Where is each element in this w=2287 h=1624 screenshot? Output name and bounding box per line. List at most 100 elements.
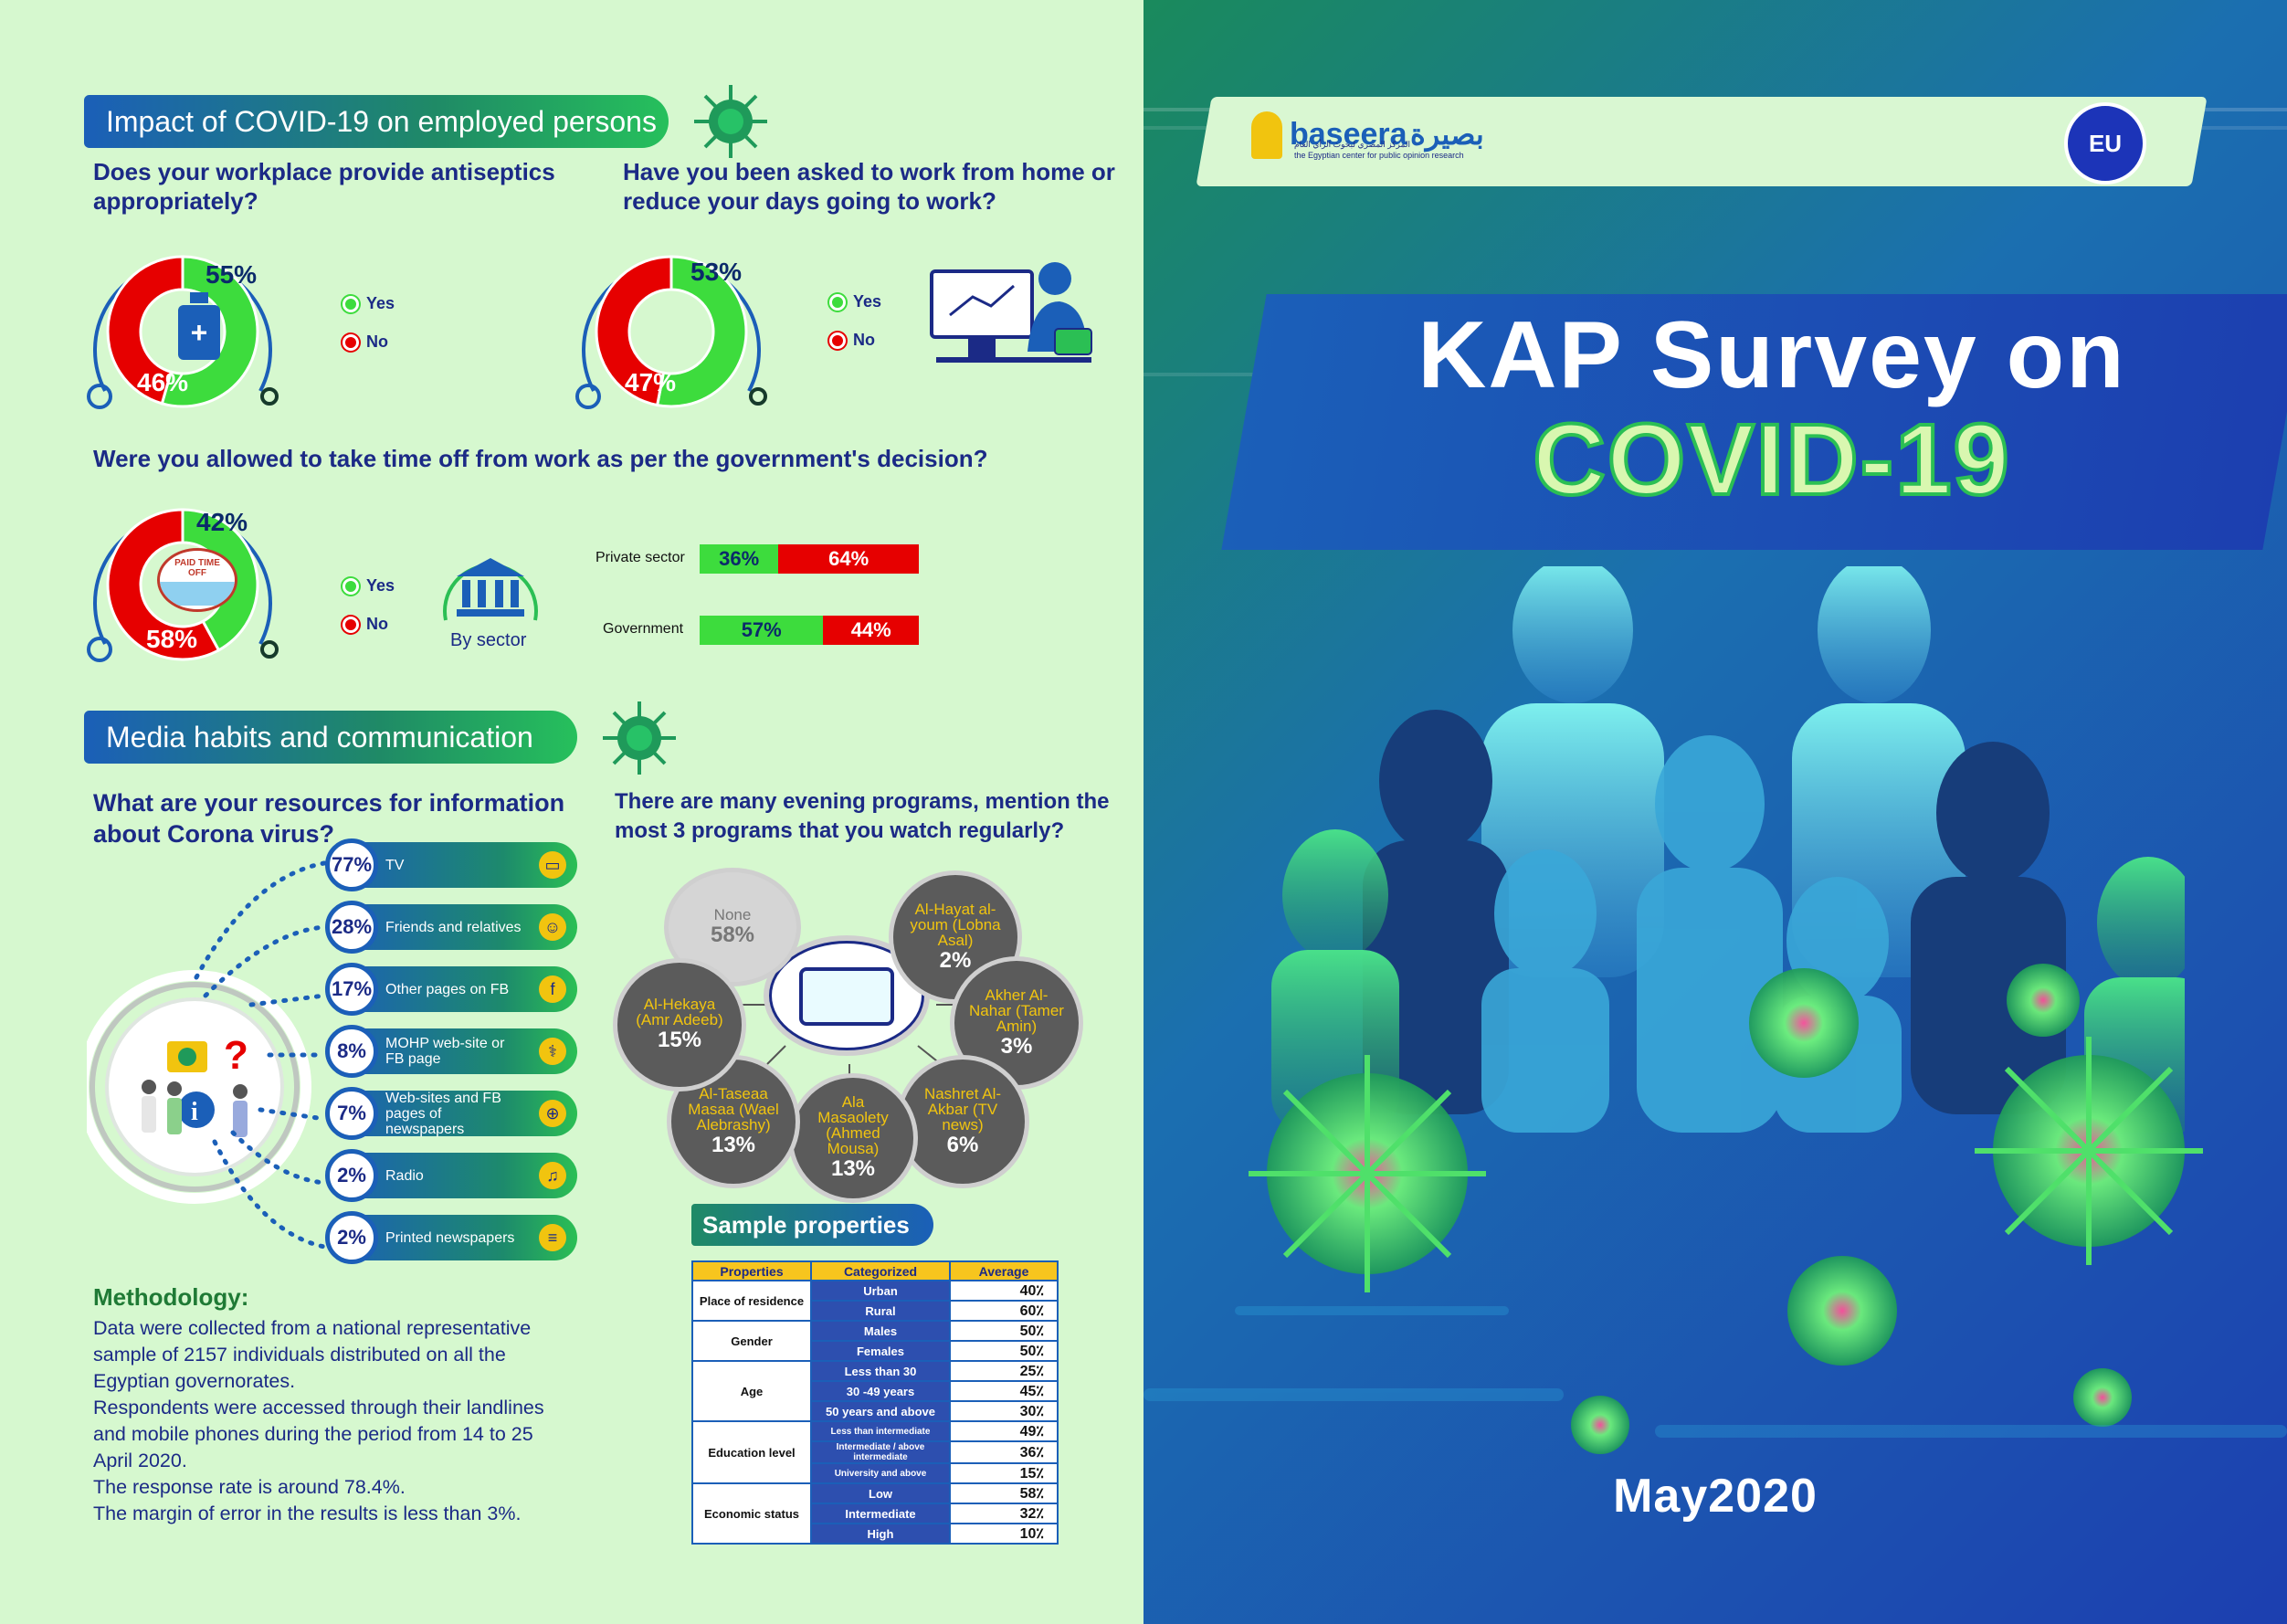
sanitizer-icon: + [178,292,220,362]
property-cell: Economic status [691,1482,812,1545]
legend-yes-label: Yes [853,292,882,311]
average-cell: 49٪ [949,1420,1059,1442]
svg-text:i: i [191,1098,198,1126]
q2-no-pct: 47% [625,368,677,396]
category-cell: Females [810,1340,951,1362]
resource-row: 7% Web-sites and FB pages of newspapers ⊕ [325,1087,577,1140]
government-building-icon [443,558,538,621]
tv-icon: ▭ [539,851,566,879]
by-sector-label: By sector [450,630,527,650]
resources-list: 77% TV ▭ 28% Friends and relatives ☺ 17% Other … [325,838,577,1277]
resource-percentage: 77% [325,838,378,891]
table-header: Properties [691,1260,812,1281]
average-cell: 58٪ [949,1482,1059,1504]
program-bubble: Akher Al-Nahar (Tamer Amin) 3% [954,961,1079,1085]
average-cell: 15٪ [949,1462,1059,1484]
donut-decor-ring [87,384,112,409]
average-cell: 36٪ [949,1440,1059,1464]
average-cell: 10٪ [949,1523,1059,1545]
methodology-line: and mobile phones during the period from… [93,1423,533,1445]
donut-decor-ring [87,637,112,662]
program-name: Al-Hekaya (Amr Adeeb) [636,996,723,1028]
legend-no-label: No [853,331,875,349]
category-cell: High [810,1523,951,1545]
program-percentage: 13% [830,1156,876,1181]
q2-legend-no: No [829,331,875,350]
donut-yes-slice [160,255,259,408]
q1-legend-no: No [343,332,388,352]
resource-percentage: 2% [325,1211,378,1264]
sector-bar: 57% 44% [700,616,919,645]
resource-label: MOHP web-site or FB page [385,1036,505,1067]
facebook-icon: f [539,975,566,1003]
table-row: Gender Males 50٪ [691,1320,1059,1362]
remote-worker-icon [930,262,1092,363]
table-header: Average [949,1260,1059,1281]
q3-legend-no: No [343,615,388,634]
lightbulb-logo-icon [1251,111,1282,159]
q1-legend-yes: Yes [343,294,395,313]
resource-percentage: 7% [325,1087,378,1140]
q2-legend-yes: Yes [829,292,881,311]
newspaper-icon: ≡ [539,1224,566,1251]
program-percentage: 13% [711,1132,756,1157]
media-banner: Media habits and communication [84,711,577,764]
resource-percentage: 8% [325,1025,378,1078]
resource-label: Radio [385,1167,424,1184]
q3-no-pct: 58% [146,625,198,653]
information-hub-illustration: ? i [87,970,311,1204]
people-icon: ☺ [539,913,566,941]
methodology-line: Respondents were accessed through their … [93,1397,544,1418]
program-percentage: 3% [1000,1033,1033,1059]
legend-no-label: No [366,615,388,633]
sector-bar: 36% 64% [700,544,919,574]
category-cell: 50 years and above [810,1400,951,1422]
property-cell: Education level [691,1420,812,1484]
virus-icon [694,85,767,158]
donut-no-slice [595,255,673,407]
average-cell: 40٪ [949,1280,1059,1302]
resource-row: 17% Other pages on FB f [325,963,577,1016]
donut-decor-ring [260,640,279,659]
work-from-home-donut-chart [575,255,767,409]
resource-row: 2% Radio ♫ [325,1149,577,1202]
category-cell: Males [810,1320,951,1342]
property-cell: Age [691,1360,812,1422]
table-row: Economic status Low 58٪ [691,1482,1059,1545]
average-cell: 30٪ [949,1400,1059,1422]
question-antiseptics: Does your workplace provide antiseptics … [93,158,555,215]
table-header: Categorized [810,1260,951,1281]
question-programs: There are many evening programs, mention… [615,789,1110,843]
cover-title-line2: COVID-19 [1531,402,2011,518]
methodology-title: Methodology: [93,1283,249,1311]
logo-subtitle-ar: المركز المصري لبحوث الرأي العام [1294,140,1410,149]
category-cell: Intermediate / above intermediate [810,1440,951,1464]
category-cell: Intermediate [810,1503,951,1524]
ministry-icon: ⚕ [539,1038,566,1065]
average-cell: 50٪ [949,1340,1059,1362]
donut-no-slice [106,508,221,661]
question-work-from-home: Have you been asked to work from home or… [623,158,1115,215]
question-resources: What are your resources for information … [93,789,565,848]
category-cell: 30 -49 years [810,1380,951,1402]
program-name: Al-Hayat al-youm (Lobna Asal) [910,900,1001,949]
paid-time-off-sign: PAID TIME OFF [157,548,237,612]
sample-properties-table: Properties Categorized Average Place of res… [691,1260,1059,1545]
q3-legend-yes: Yes [343,576,395,596]
resource-percentage: 17% [325,963,378,1016]
donut-no-slice [106,255,184,406]
antiseptics-donut-chart [87,255,279,409]
resource-row: 77% TV ▭ [325,838,577,891]
sector-label: Government [603,621,684,637]
average-cell: 25٪ [949,1360,1059,1382]
table-row: Rural 60٪ [692,1300,1059,1322]
q3-yes-pct: 42% [196,508,248,536]
program-percentage: 2% [939,947,972,973]
resource-label: TV [385,857,405,873]
time-off-donut-chart [87,508,279,662]
q2-yes-pct: 53% [690,258,743,286]
donut-yes-slice [655,255,748,408]
question-time-off: Were you allowed to take time off from w… [93,445,988,472]
category-cell: Less than intermediate [810,1420,951,1442]
cover-date: May2020 [1613,1470,1818,1523]
